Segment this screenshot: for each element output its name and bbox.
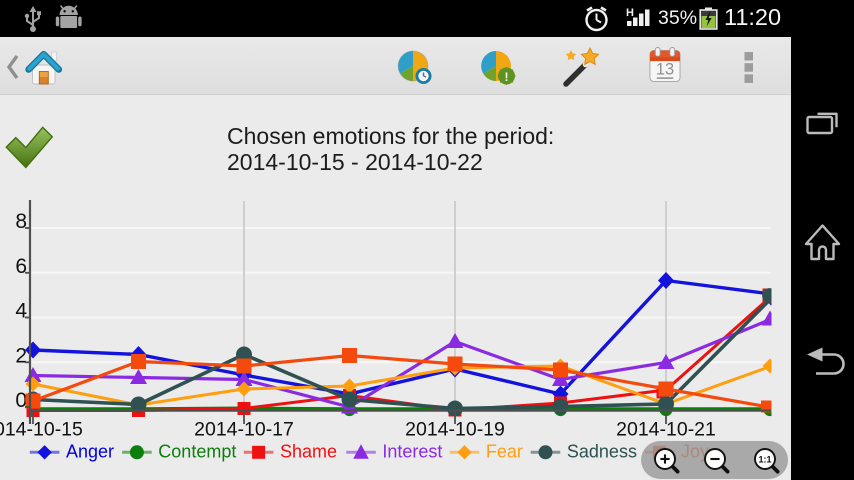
svg-text:0: 0 bbox=[15, 389, 27, 412]
svg-text:Anger: Anger bbox=[66, 442, 114, 462]
svg-text:4: 4 bbox=[15, 300, 27, 323]
svg-text:2: 2 bbox=[15, 344, 27, 367]
svg-text:13: 13 bbox=[656, 61, 674, 79]
svg-text:2014-10-15: 2014-10-15 bbox=[0, 419, 83, 441]
svg-text:Shame: Shame bbox=[280, 442, 337, 462]
svg-text:Interest: Interest bbox=[382, 442, 442, 462]
svg-text:6: 6 bbox=[15, 255, 27, 278]
svg-text:2014-10-19: 2014-10-19 bbox=[405, 419, 505, 441]
svg-text:2014-10-21: 2014-10-21 bbox=[616, 419, 716, 441]
svg-text:Fear: Fear bbox=[486, 442, 523, 462]
svg-text:2014-10-17: 2014-10-17 bbox=[194, 419, 294, 441]
svg-text:!: ! bbox=[505, 70, 509, 84]
svg-text:Sadness: Sadness bbox=[567, 442, 637, 462]
svg-text:1:1: 1:1 bbox=[758, 455, 771, 465]
svg-text:H: H bbox=[626, 7, 634, 19]
svg-text:8: 8 bbox=[15, 210, 27, 233]
svg-text:Contempt: Contempt bbox=[158, 442, 236, 462]
